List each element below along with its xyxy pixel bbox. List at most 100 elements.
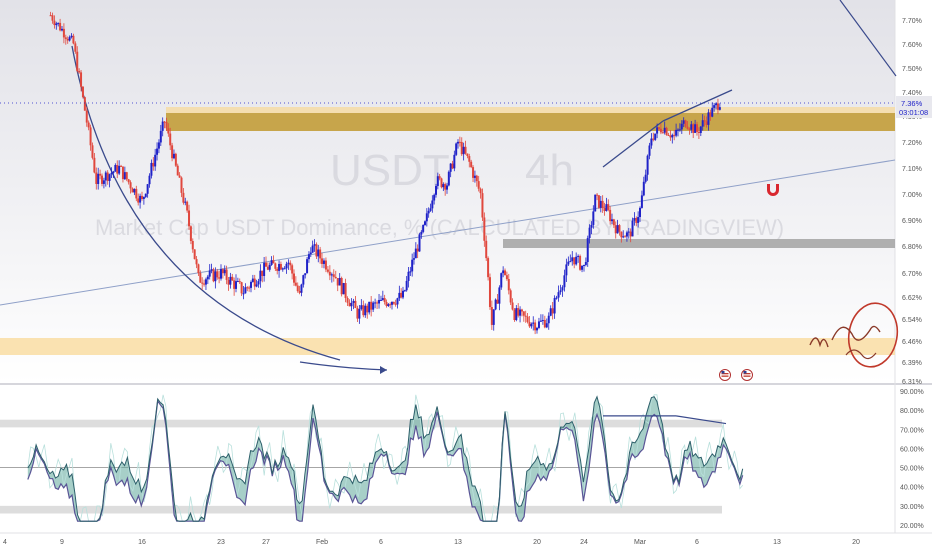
candle-body	[317, 249, 320, 257]
candle-body	[210, 269, 213, 271]
price-tick-label: 6.39%	[902, 360, 922, 367]
candle-body	[688, 128, 691, 130]
flag-icon-2[interactable]	[741, 369, 753, 381]
candle-body	[424, 221, 426, 225]
candle-body	[350, 302, 353, 307]
candle-body	[114, 165, 117, 172]
candle-body	[427, 210, 430, 214]
candle-body	[233, 280, 236, 289]
time-tick-label: 20	[852, 539, 860, 546]
curved-support-arc[interactable]	[71, 45, 341, 361]
candle-body	[487, 258, 490, 278]
candle-body	[407, 271, 410, 281]
candle-body	[360, 305, 363, 310]
candle-body	[99, 173, 102, 176]
candle-body	[142, 196, 145, 199]
price-tick-label: 6.90%	[902, 218, 922, 225]
watermark-interval: 4h	[525, 146, 574, 195]
candle-body	[340, 277, 343, 295]
candle-body	[718, 107, 721, 110]
candle-body	[409, 271, 412, 273]
candle-body	[253, 278, 256, 287]
candle-body	[66, 38, 69, 41]
candle-body	[278, 264, 281, 271]
long-trend-line[interactable]	[0, 159, 896, 306]
candle-body	[184, 201, 187, 203]
countdown-label: 03:01:08	[899, 108, 928, 117]
candle-body	[244, 287, 247, 294]
candle-body	[55, 23, 58, 26]
candle-body	[306, 259, 309, 274]
candle-body	[263, 262, 266, 276]
candle-body	[354, 300, 357, 309]
candle-body	[515, 308, 518, 321]
candle-body	[620, 231, 623, 238]
price-tick-label: 6.70%	[902, 271, 922, 278]
flag-icon-1[interactable]	[719, 369, 731, 381]
candle-body	[711, 107, 714, 117]
candle-body	[214, 271, 217, 282]
watermark-description: Market Cap USDT Dominance, % (CALCULATED…	[95, 215, 784, 240]
candle-body	[259, 270, 262, 282]
price-axis[interactable]: 7.70%7.60%7.50%7.40%7.30%7.20%7.10%7.00%…	[902, 18, 922, 386]
candle-body	[597, 195, 600, 208]
candle-body	[429, 208, 432, 211]
candle-body	[612, 219, 615, 226]
candle-body	[596, 194, 599, 196]
oscillator-tick-label: 60.00%	[900, 446, 924, 453]
candle-body	[78, 71, 81, 73]
candle-body	[502, 270, 505, 274]
candle-body	[246, 287, 249, 289]
rising-trend-line[interactable]	[602, 120, 664, 168]
candle-body	[169, 133, 172, 146]
magnet-icon[interactable]	[767, 184, 779, 196]
price-tick-label: 7.70%	[902, 18, 922, 25]
candle-body	[49, 15, 52, 17]
zones	[0, 107, 895, 355]
candle-body	[677, 129, 679, 131]
candle-body	[218, 277, 221, 279]
candle-body	[139, 195, 142, 203]
candle-body	[298, 291, 301, 293]
candle-body	[446, 185, 448, 190]
candle-body	[715, 103, 718, 106]
candle-body	[195, 259, 198, 265]
candle-body	[85, 110, 88, 123]
candle-body	[639, 207, 641, 218]
top-trend-line[interactable]	[662, 89, 733, 122]
candle-body	[696, 124, 698, 132]
candle-body	[221, 269, 224, 274]
candle-body	[95, 172, 98, 184]
oscillator-tick-label: 70.00%	[900, 427, 924, 434]
candle-body	[144, 193, 147, 197]
candle-body	[671, 134, 674, 138]
candle-body	[129, 182, 132, 189]
candle-body	[500, 273, 503, 288]
candle-body	[216, 271, 219, 278]
candle-body	[694, 124, 697, 133]
candle-body	[496, 299, 499, 304]
candle-body	[231, 276, 234, 281]
corner-trend-line[interactable]	[839, 0, 897, 77]
candle-body	[59, 22, 62, 31]
candle-body	[637, 217, 640, 223]
arc-arrow-line[interactable]	[299, 361, 388, 371]
candle-body	[650, 138, 653, 146]
candle-body	[101, 175, 103, 184]
candle-body	[106, 172, 109, 181]
candle-body	[380, 299, 382, 301]
candle-body	[551, 308, 554, 314]
candle-body	[251, 278, 254, 282]
candle-body	[293, 273, 295, 283]
oscillator-axis[interactable]: 90.00% 80.00% 70.00% 60.00% 50.00% 40.00% 30.0…	[900, 389, 924, 530]
time-axis[interactable]: 4 9 16 23 27 Feb 6 13 20 24 Mar 6 13 20	[3, 539, 860, 546]
candle-body	[559, 290, 562, 293]
candle-body	[276, 268, 279, 271]
candle-body	[385, 302, 388, 306]
candle-body	[473, 175, 476, 178]
candle-body	[665, 127, 668, 135]
candle-body	[584, 262, 587, 265]
candle-body	[697, 131, 700, 134]
